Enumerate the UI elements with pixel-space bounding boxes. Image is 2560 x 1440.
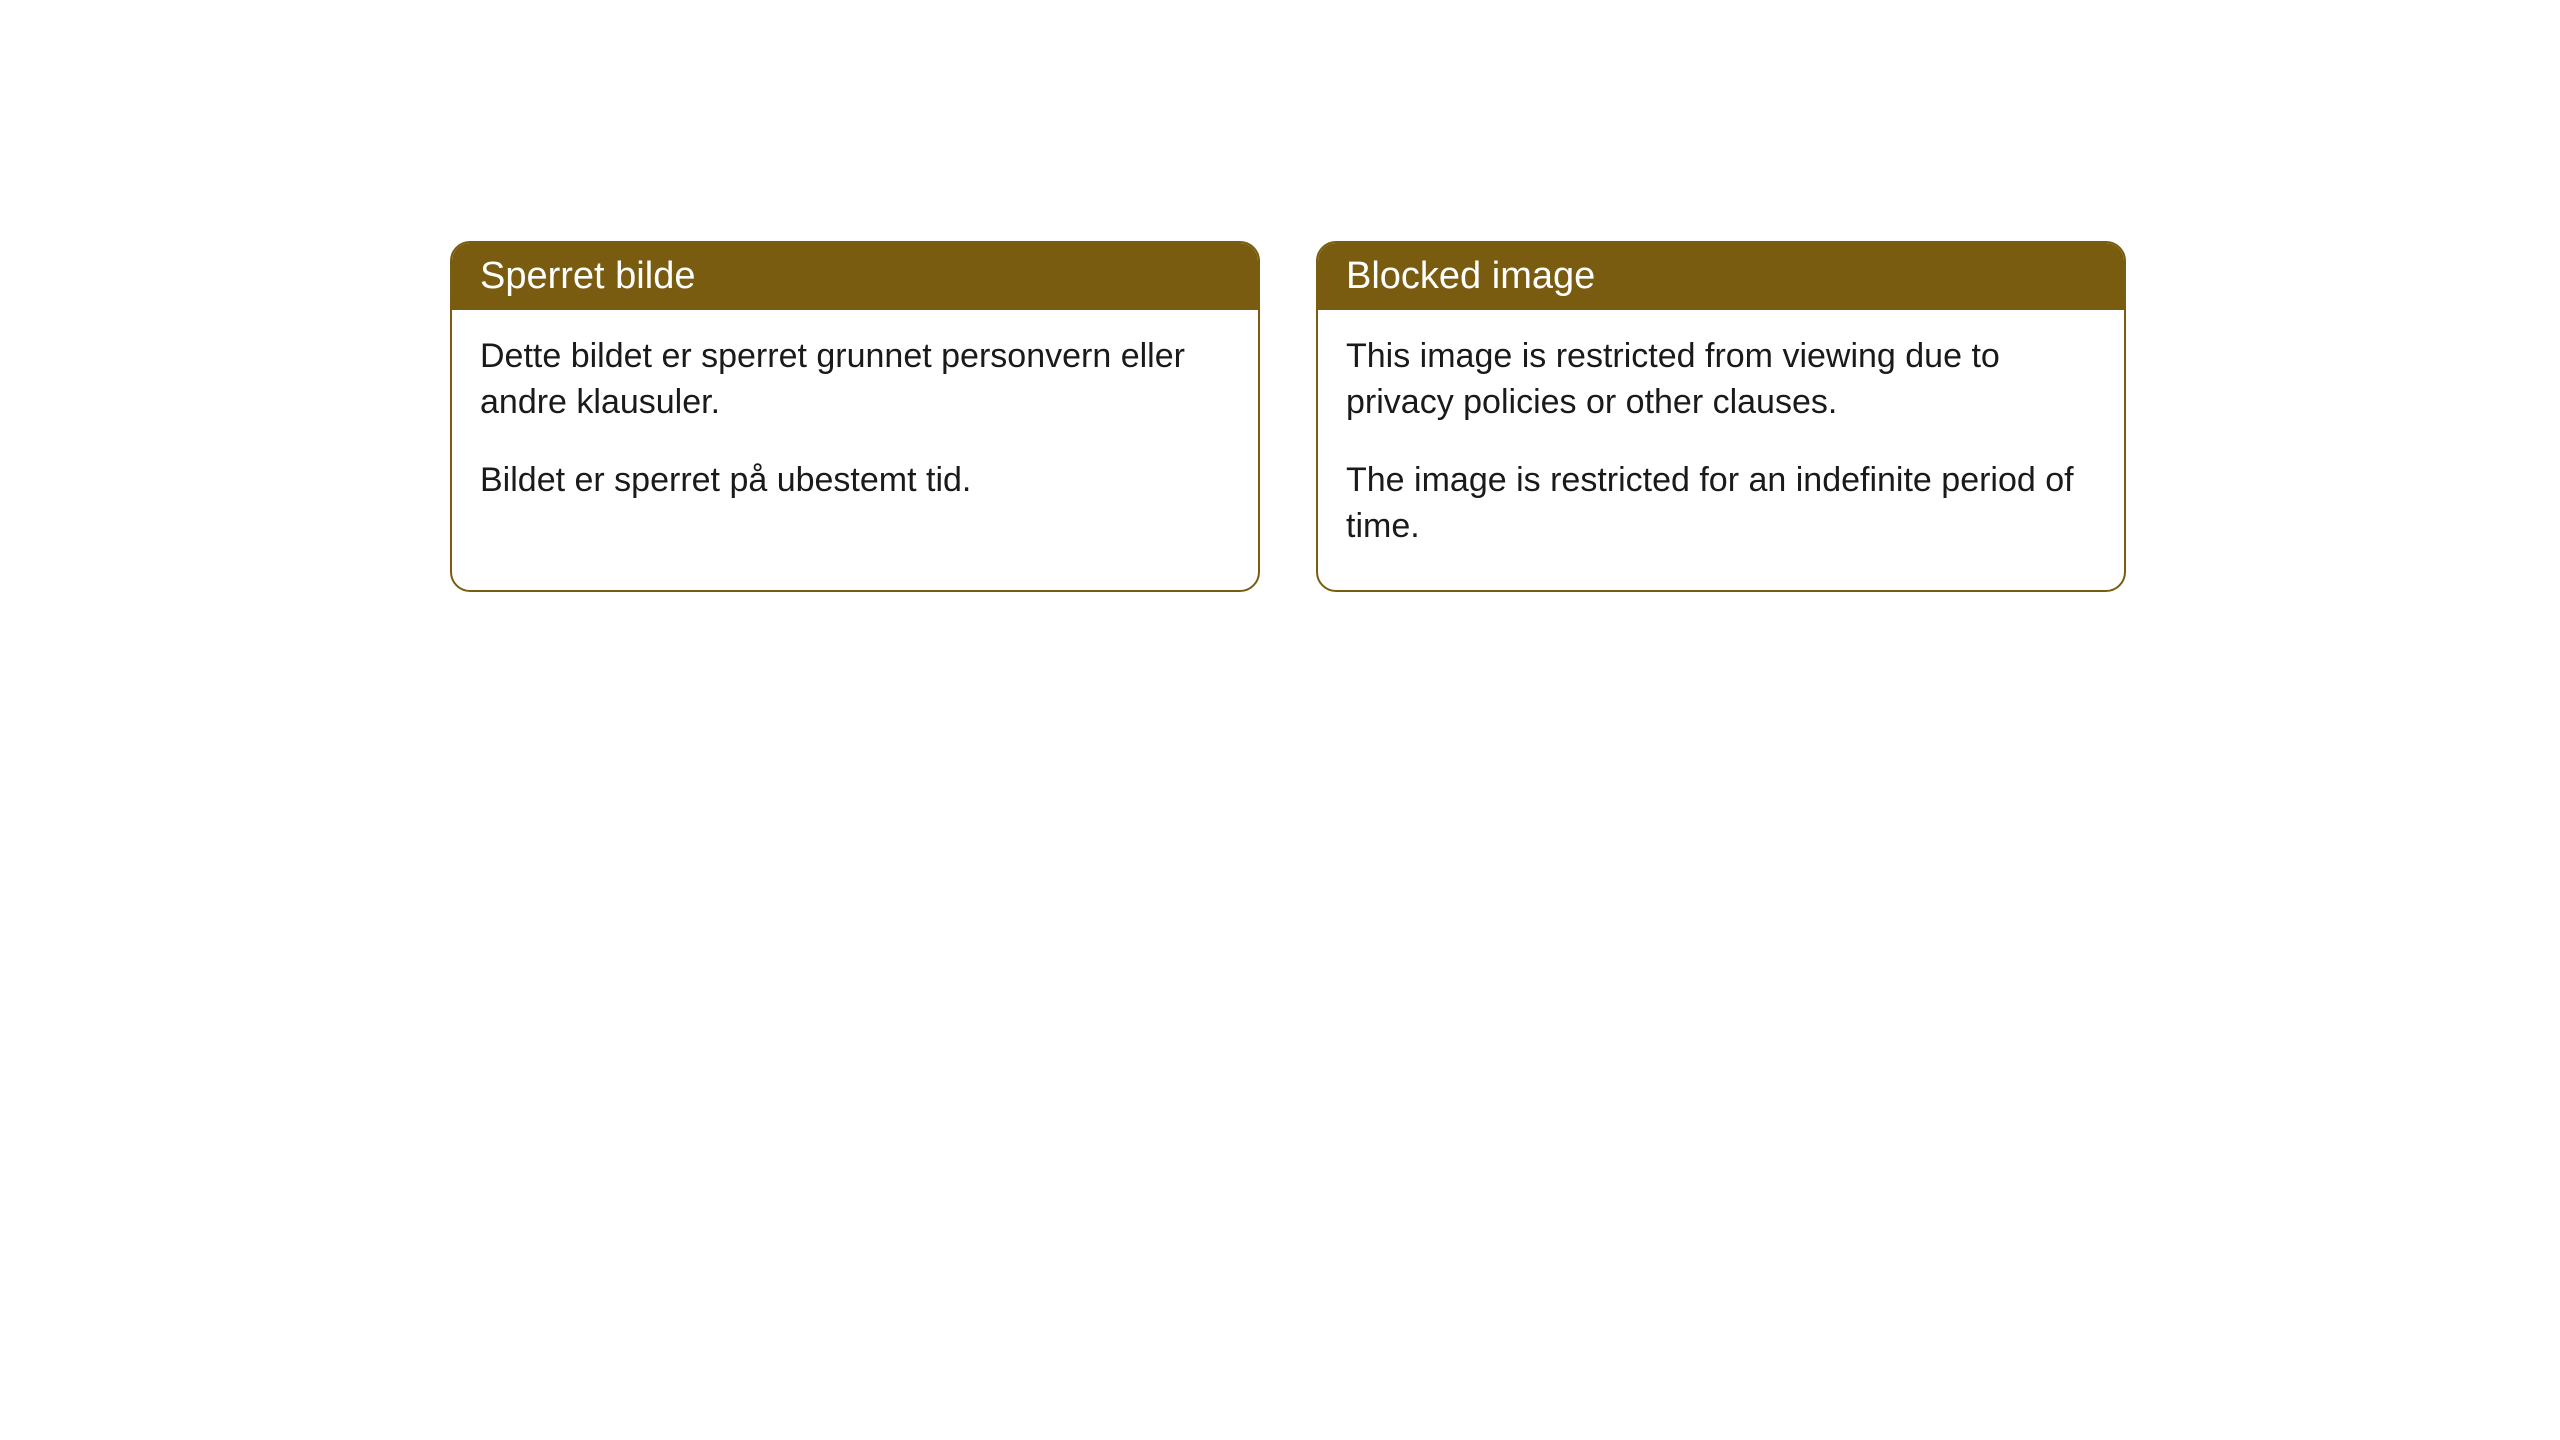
card-header-english: Blocked image: [1318, 243, 2124, 310]
card-para2-norwegian: Bildet er sperret på ubestemt tid.: [480, 458, 1230, 504]
card-para1-english: This image is restricted from viewing du…: [1346, 334, 2096, 426]
card-english: Blocked image This image is restricted f…: [1316, 241, 2126, 592]
card-para2-english: The image is restricted for an indefinit…: [1346, 458, 2096, 550]
card-header-norwegian: Sperret bilde: [452, 243, 1258, 310]
card-body-norwegian: Dette bildet er sperret grunnet personve…: [452, 310, 1258, 544]
cards-container: Sperret bilde Dette bildet er sperret gr…: [450, 241, 2126, 592]
card-norwegian: Sperret bilde Dette bildet er sperret gr…: [450, 241, 1260, 592]
card-body-english: This image is restricted from viewing du…: [1318, 310, 2124, 590]
card-para1-norwegian: Dette bildet er sperret grunnet personve…: [480, 334, 1230, 426]
